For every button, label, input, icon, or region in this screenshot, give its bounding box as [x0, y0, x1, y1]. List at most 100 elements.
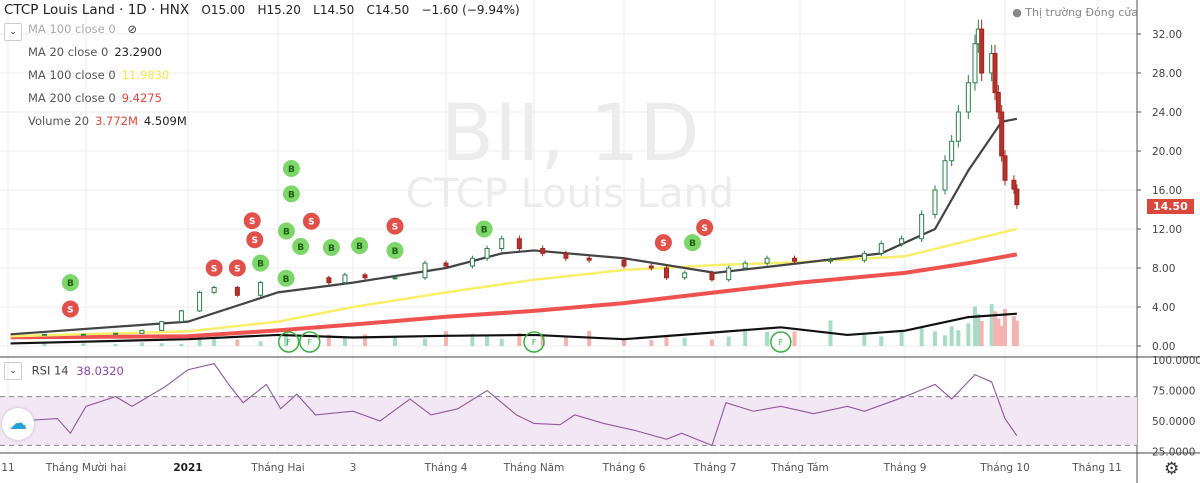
signal-marker-b: B — [321, 238, 341, 258]
candle-body — [342, 274, 348, 284]
signal-circle — [276, 268, 296, 288]
price-tick-label: 8.00 — [1152, 263, 1175, 275]
candle-body — [499, 238, 505, 249]
signal-circle — [301, 211, 321, 231]
volume-bar — [393, 336, 397, 346]
volume-bar — [765, 331, 770, 346]
candle-body — [159, 321, 165, 331]
candle-body — [469, 257, 475, 267]
ohlc-open: O15.00 — [201, 3, 246, 17]
signal-circle — [281, 159, 301, 179]
signal-circle — [350, 236, 370, 256]
candle-body — [972, 43, 978, 84]
candle-body — [1011, 179, 1017, 190]
indicator-ma100[interactable]: MA 100 close 0 11.9830 — [4, 64, 520, 87]
symbol-title[interactable]: CTCP Louis Land · 1D · HNX — [4, 2, 190, 18]
time-tick-label: 3 — [350, 462, 357, 474]
price-tick-label: 20.00 — [1152, 146, 1182, 158]
candle-body — [586, 257, 592, 261]
chart-legend: CTCP Louis Land · 1D · HNX O15.00 H15.20… — [4, 2, 520, 133]
gear-icon[interactable]: ⚙ — [1164, 459, 1180, 479]
signal-marker-b: B — [276, 268, 296, 288]
candle-body — [326, 277, 332, 284]
candle-body — [422, 262, 428, 279]
signal-circle — [60, 273, 80, 293]
signal-circle — [204, 258, 224, 278]
signal-circle — [385, 240, 405, 260]
volume-bar — [485, 336, 490, 346]
signal-marker-b: B — [474, 219, 494, 239]
volume-bar — [949, 326, 954, 346]
candle-body — [443, 262, 449, 267]
indicator-value: 3.772M — [95, 114, 138, 128]
candle-body — [211, 287, 217, 293]
volume-bar — [1014, 320, 1019, 346]
volume-marker-label: F — [286, 338, 291, 347]
candle-body — [764, 257, 770, 264]
candle-body — [1002, 155, 1008, 181]
volume-bar — [989, 304, 994, 346]
ohlc-change: −1.60 (−9.94%) — [421, 3, 520, 17]
candle-body — [995, 92, 1001, 113]
volume-bar — [649, 340, 654, 346]
rsi-band — [0, 396, 1137, 446]
indicator-label: MA 200 close 0 — [28, 91, 116, 105]
time-tick-label: 11 — [1, 462, 14, 474]
last-price-label: 14.50 — [1147, 199, 1194, 214]
candle-body — [540, 248, 546, 254]
indicator-ma20[interactable]: MA 20 close 0 23.2900 — [4, 41, 520, 64]
volume-marker-circle — [299, 331, 321, 353]
volume-bar — [326, 334, 331, 346]
signal-marker-b: B — [281, 159, 301, 179]
signal-marker-b: B — [291, 237, 311, 257]
signal-label: S — [67, 305, 73, 315]
volume-bar — [470, 333, 475, 346]
price-tick-label: 4.00 — [1152, 302, 1175, 314]
signal-circle — [281, 184, 301, 204]
signal-marker-b: B — [251, 253, 271, 273]
signal-label: B — [689, 239, 696, 249]
time-tick-label: Tháng Tám — [770, 462, 829, 474]
price-tick-label: 32.00 — [1152, 29, 1182, 41]
candle-body — [663, 267, 669, 279]
rsi-tick-label: 75.0000 — [1152, 386, 1195, 398]
indicator-ma100-hidden[interactable]: MA 100 close 0 ⊘ — [4, 18, 520, 41]
volume-bar — [499, 338, 504, 346]
time-tick-label: Tháng Hai — [250, 462, 304, 474]
volume-marker: F — [523, 331, 545, 353]
time-tick-label: Tháng 4 — [424, 462, 468, 474]
candle-body — [878, 243, 884, 254]
indicator-volume[interactable]: Volume 20 3.772M 4.509M — [4, 110, 520, 133]
eye-off-icon[interactable]: ⊘ — [127, 22, 137, 36]
signal-marker-b: B — [276, 221, 296, 241]
chevron-down-icon[interactable]: ⌄ — [4, 23, 22, 41]
signal-circle — [291, 237, 311, 257]
volume-marker-circle — [770, 331, 792, 353]
candle-body — [258, 282, 264, 296]
signal-label: S — [234, 265, 240, 275]
price-tick-label: 24.00 — [1152, 107, 1182, 119]
volume-bar — [113, 344, 118, 346]
signal-circle — [653, 233, 673, 253]
volume-bar — [973, 306, 977, 346]
candle-body — [792, 257, 798, 262]
market-status: ● Thị trường Đóng cửa — [1012, 6, 1138, 19]
tradingview-cloud-icon[interactable]: ☁ — [2, 408, 34, 440]
indicator-value: 9.4275 — [121, 91, 162, 105]
signal-label: B — [481, 226, 488, 236]
candle-body — [41, 333, 47, 336]
candle-body — [726, 267, 732, 281]
signal-marker-b: B — [281, 184, 301, 204]
volume-bar — [943, 335, 947, 346]
rsi-tick-label: 25.0000 — [1152, 447, 1195, 459]
price-tick-label: 12.00 — [1152, 224, 1182, 236]
time-tick-label: Tháng 11 — [1071, 462, 1122, 474]
indicator-label: MA 100 close 0 — [28, 68, 116, 82]
signal-circle — [695, 218, 715, 238]
volume-bar — [42, 342, 47, 346]
chevron-down-icon[interactable]: ⌄ — [4, 362, 22, 380]
indicator-ma200[interactable]: MA 200 close 0 9.4275 — [4, 87, 520, 110]
ma100-line — [10, 227, 1018, 338]
